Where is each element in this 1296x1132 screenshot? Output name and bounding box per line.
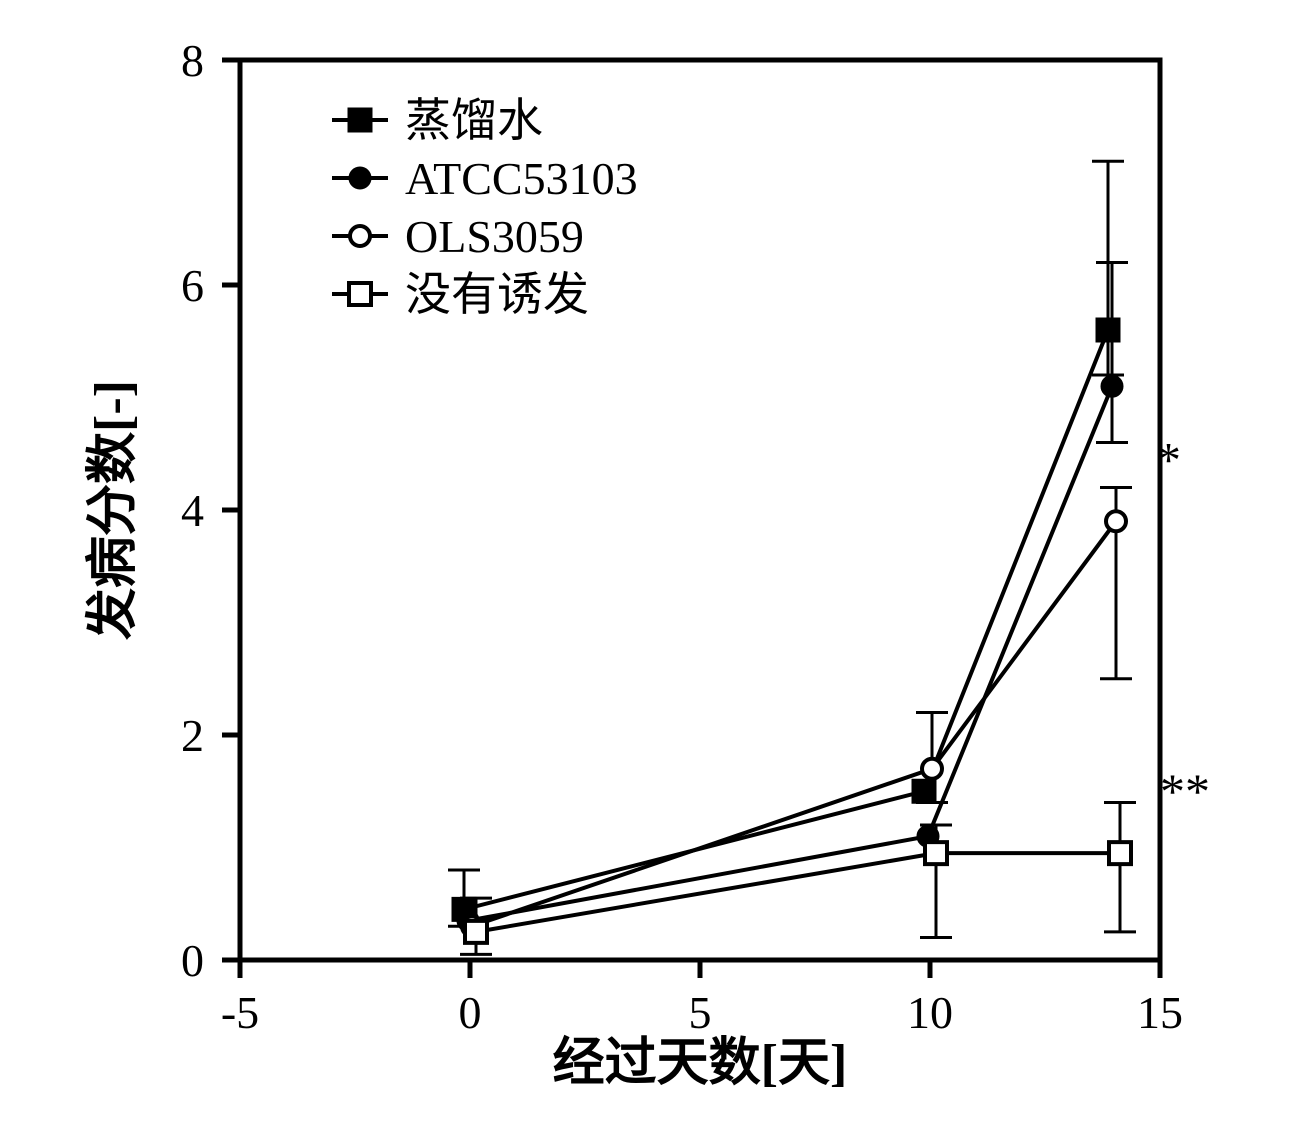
marker-no_induction — [1109, 842, 1131, 864]
sig-label-ols3059: * — [1156, 431, 1181, 487]
y-tick-label: 2 — [181, 710, 204, 761]
x-tick-label: 15 — [1137, 987, 1183, 1038]
y-tick-label: 6 — [181, 260, 204, 311]
series-atcc53103 — [458, 263, 1128, 931]
legend-marker-atcc53103 — [350, 168, 370, 188]
legend-label-atcc53103: ATCC53103 — [405, 153, 638, 204]
y-tick-label: 4 — [181, 485, 204, 536]
legend-label-ols3059: OLS3059 — [405, 211, 584, 262]
series-line-distilled_water — [464, 330, 1108, 909]
legend-marker-distilled_water — [349, 109, 371, 131]
marker-ols3059 — [922, 759, 942, 779]
legend-item-distilled_water: 蒸馏水 — [332, 95, 543, 146]
y-tick-label: 8 — [181, 35, 204, 86]
marker-no_induction — [465, 921, 487, 943]
x-tick-label: 10 — [907, 987, 953, 1038]
line-chart: -505101502468经过天数[天]发病分数[-]***蒸馏水ATCC531… — [0, 0, 1296, 1132]
legend-item-atcc53103: ATCC53103 — [332, 153, 638, 204]
y-tick-label: 0 — [181, 935, 204, 986]
marker-ols3059 — [1106, 511, 1126, 531]
x-tick-label: 5 — [689, 987, 712, 1038]
series-no_induction: ** — [460, 763, 1210, 954]
marker-no_induction — [925, 842, 947, 864]
plot-frame — [240, 60, 1160, 960]
marker-atcc53103 — [1102, 376, 1122, 396]
marker-distilled_water — [1097, 319, 1119, 341]
legend-marker-ols3059 — [350, 226, 370, 246]
series-ols3059: * — [462, 431, 1181, 936]
x-tick-label: 0 — [459, 987, 482, 1038]
legend-label-distilled_water: 蒸馏水 — [405, 95, 543, 146]
legend-item-no_induction: 没有诱发 — [332, 269, 589, 320]
sig-label-no_induction: ** — [1160, 763, 1210, 819]
series-line-ols3059 — [472, 521, 1116, 926]
chart-container: -505101502468经过天数[天]发病分数[-]***蒸馏水ATCC531… — [0, 0, 1296, 1132]
legend-item-ols3059: OLS3059 — [332, 211, 584, 262]
legend-marker-no_induction — [349, 283, 371, 305]
x-axis-title: 经过天数[天] — [553, 1034, 848, 1092]
y-axis-title: 发病分数[-] — [84, 380, 142, 640]
x-tick-label: -5 — [221, 987, 259, 1038]
legend-label-no_induction: 没有诱发 — [405, 269, 589, 320]
